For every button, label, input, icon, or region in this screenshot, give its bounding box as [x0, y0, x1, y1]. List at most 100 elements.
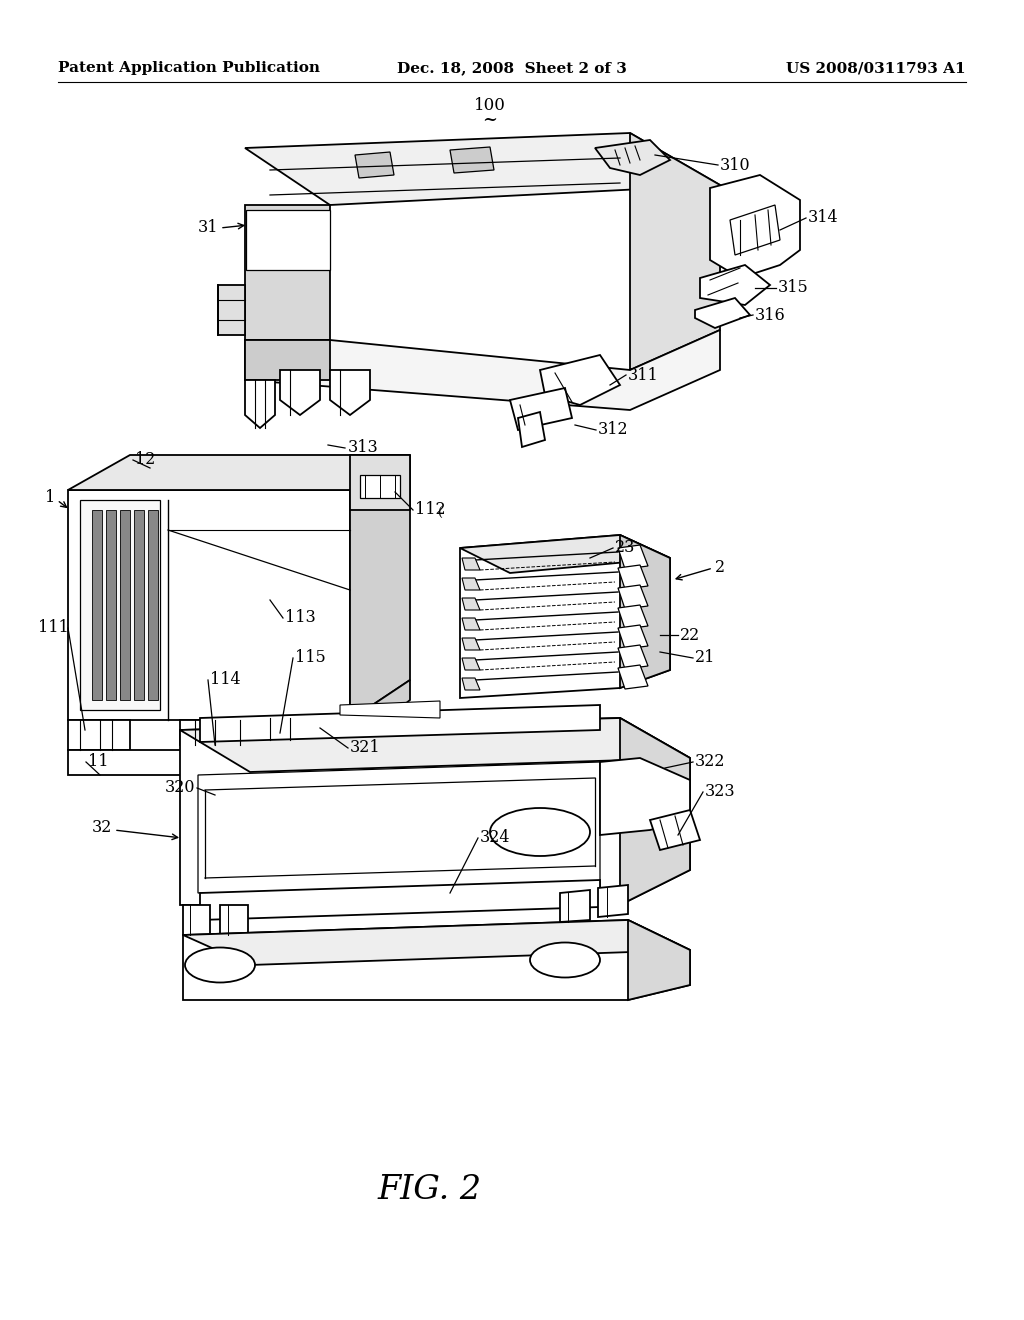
Polygon shape — [340, 701, 440, 718]
Text: 322: 322 — [695, 754, 725, 771]
Polygon shape — [462, 657, 480, 671]
Polygon shape — [510, 388, 572, 430]
Polygon shape — [330, 370, 370, 414]
Polygon shape — [200, 880, 600, 920]
Text: 321: 321 — [350, 739, 381, 756]
Polygon shape — [80, 500, 160, 710]
Polygon shape — [246, 210, 330, 271]
Polygon shape — [280, 370, 319, 414]
Polygon shape — [462, 678, 480, 690]
Polygon shape — [350, 455, 410, 510]
Polygon shape — [462, 558, 480, 570]
Polygon shape — [595, 140, 670, 176]
Polygon shape — [245, 133, 720, 205]
Text: 111: 111 — [38, 619, 69, 636]
Polygon shape — [560, 890, 590, 921]
Polygon shape — [618, 565, 648, 589]
Polygon shape — [460, 535, 670, 698]
Polygon shape — [220, 906, 248, 935]
Polygon shape — [68, 719, 130, 750]
Text: 12: 12 — [135, 451, 156, 469]
Polygon shape — [245, 380, 275, 428]
Polygon shape — [695, 298, 750, 327]
Polygon shape — [260, 718, 310, 741]
Polygon shape — [620, 718, 690, 906]
Polygon shape — [134, 510, 144, 700]
Polygon shape — [183, 906, 210, 935]
Polygon shape — [540, 355, 620, 405]
Polygon shape — [628, 920, 690, 1001]
Polygon shape — [462, 598, 480, 610]
Text: 31: 31 — [198, 219, 218, 236]
Polygon shape — [355, 152, 394, 178]
Text: 312: 312 — [598, 421, 629, 438]
Text: 323: 323 — [705, 784, 735, 800]
Text: 324: 324 — [480, 829, 511, 846]
Polygon shape — [618, 645, 648, 669]
Text: 114: 114 — [210, 672, 241, 689]
Polygon shape — [68, 490, 350, 719]
Polygon shape — [620, 535, 670, 688]
Polygon shape — [618, 605, 648, 630]
Text: 32: 32 — [91, 820, 112, 837]
Polygon shape — [730, 205, 780, 255]
Text: 1: 1 — [45, 490, 55, 507]
Text: US 2008/0311793 A1: US 2008/0311793 A1 — [786, 61, 966, 75]
Polygon shape — [120, 510, 130, 700]
Polygon shape — [183, 920, 690, 965]
Polygon shape — [450, 147, 494, 173]
Text: 23: 23 — [615, 540, 635, 557]
Text: 316: 316 — [755, 306, 785, 323]
Text: 311: 311 — [628, 367, 658, 384]
Text: 11: 11 — [88, 754, 109, 771]
Polygon shape — [710, 176, 800, 279]
Polygon shape — [148, 510, 158, 700]
Polygon shape — [360, 475, 400, 498]
Text: 22: 22 — [680, 627, 700, 644]
Polygon shape — [180, 719, 260, 744]
Polygon shape — [198, 762, 600, 894]
Polygon shape — [618, 665, 648, 689]
Polygon shape — [180, 718, 690, 772]
Text: 310: 310 — [720, 157, 751, 173]
Text: Dec. 18, 2008  Sheet 2 of 3: Dec. 18, 2008 Sheet 2 of 3 — [397, 61, 627, 75]
Polygon shape — [462, 638, 480, 649]
Text: 21: 21 — [695, 649, 716, 667]
Text: (: ( — [438, 507, 443, 520]
Text: 2: 2 — [715, 560, 725, 577]
Polygon shape — [245, 330, 720, 411]
Ellipse shape — [490, 808, 590, 855]
Polygon shape — [598, 884, 628, 917]
Text: Patent Application Publication: Patent Application Publication — [58, 61, 319, 75]
Text: 113: 113 — [285, 610, 315, 627]
Polygon shape — [218, 285, 245, 335]
Polygon shape — [350, 680, 410, 741]
Text: 313: 313 — [348, 440, 379, 457]
Polygon shape — [618, 545, 648, 569]
Text: ~: ~ — [482, 111, 498, 129]
Text: 314: 314 — [808, 210, 839, 227]
Ellipse shape — [185, 948, 255, 982]
Text: 112: 112 — [415, 502, 445, 519]
Ellipse shape — [530, 942, 600, 978]
Polygon shape — [68, 455, 410, 490]
Polygon shape — [518, 412, 545, 447]
Polygon shape — [245, 205, 330, 341]
Polygon shape — [106, 510, 116, 700]
Polygon shape — [462, 618, 480, 630]
Text: FIG. 2: FIG. 2 — [378, 1173, 482, 1206]
Polygon shape — [650, 810, 700, 850]
Text: 115: 115 — [295, 649, 326, 667]
Text: 320: 320 — [165, 780, 195, 796]
Text: 100: 100 — [474, 96, 506, 114]
Polygon shape — [92, 510, 102, 700]
Polygon shape — [630, 133, 720, 370]
Polygon shape — [618, 585, 648, 609]
Polygon shape — [618, 624, 648, 649]
Polygon shape — [68, 750, 200, 775]
Polygon shape — [180, 718, 690, 906]
Polygon shape — [183, 920, 690, 1001]
Polygon shape — [462, 578, 480, 590]
Polygon shape — [200, 705, 600, 742]
Polygon shape — [460, 535, 670, 573]
